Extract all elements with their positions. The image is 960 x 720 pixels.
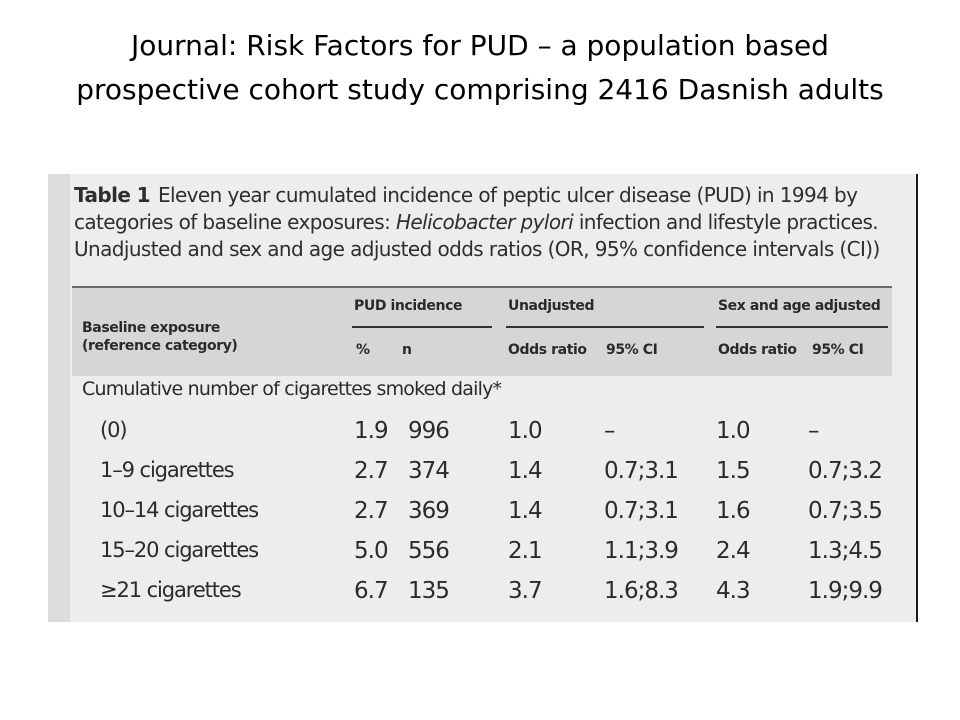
row-adj-or: 1.6 bbox=[716, 498, 751, 524]
row-adj-ci: 1.9;9.9 bbox=[808, 578, 883, 604]
table-caption-label: Table 1 bbox=[74, 183, 151, 207]
header-adj-odds-ratio: Odds ratio bbox=[718, 342, 797, 358]
section-cigarettes: Cumulative number of cigarettes smoked d… bbox=[82, 378, 502, 400]
row-adj-ci: 1.3;4.5 bbox=[808, 538, 883, 564]
table-row: 15–20 cigarettes 5.0 556 2.1 1.1;3.9 2.4… bbox=[48, 538, 916, 578]
header-adj-ci: 95% CI bbox=[812, 342, 864, 358]
row-unadj-or: 1.0 bbox=[508, 418, 543, 444]
header-pud-rule bbox=[352, 326, 492, 328]
header-baseline-line1: Baseline exposure bbox=[82, 320, 220, 336]
table-caption-text-1: Eleven year cumulated incidence of pepti… bbox=[74, 183, 858, 234]
row-unadj-ci: 0.7;3.1 bbox=[604, 498, 679, 524]
row-adj-or: 1.0 bbox=[716, 418, 751, 444]
row-unadj-ci: 0.7;3.1 bbox=[604, 458, 679, 484]
row-label: (0) bbox=[100, 418, 128, 442]
table-caption-italic: Helicobacter pylori bbox=[395, 210, 574, 234]
row-unadj-ci: 1.6;8.3 bbox=[604, 578, 679, 604]
header-pct: % bbox=[356, 342, 370, 358]
table-row: (0) 1.9 996 1.0 – 1.0 – bbox=[48, 418, 916, 458]
row-unadj-or: 2.1 bbox=[508, 538, 543, 564]
row-adj-or: 2.4 bbox=[716, 538, 751, 564]
row-unadj-or: 1.4 bbox=[508, 498, 543, 524]
row-pct: 6.7 bbox=[354, 578, 389, 604]
row-adj-or: 4.3 bbox=[716, 578, 751, 604]
row-label: 1–9 cigarettes bbox=[100, 458, 235, 482]
row-label: ≥21 cigarettes bbox=[100, 578, 242, 602]
row-n: 135 bbox=[408, 578, 450, 604]
header-unadjusted: Unadjusted bbox=[508, 298, 595, 314]
header-baseline-line2: (reference category) bbox=[82, 338, 238, 354]
row-n: 996 bbox=[408, 418, 450, 444]
row-n: 556 bbox=[408, 538, 450, 564]
header-pud-incidence: PUD incidence bbox=[354, 298, 463, 314]
table-row: 10–14 cigarettes 2.7 369 1.4 0.7;3.1 1.6… bbox=[48, 498, 916, 538]
row-label: 10–14 cigarettes bbox=[100, 498, 259, 522]
row-unadj-or: 3.7 bbox=[508, 578, 543, 604]
header-adjusted: Sex and age adjusted bbox=[718, 298, 881, 314]
row-unadj-ci: 1.1;3.9 bbox=[604, 538, 679, 564]
row-label: 15–20 cigarettes bbox=[100, 538, 259, 562]
table-caption-text-2: infection and lifestyle practices. Unadj… bbox=[74, 210, 880, 261]
row-unadj-or: 1.4 bbox=[508, 458, 543, 484]
row-adj-or: 1.5 bbox=[716, 458, 751, 484]
row-adj-ci: – bbox=[808, 418, 819, 444]
slide-title: Journal: Risk Factors for PUD – a popula… bbox=[76, 29, 884, 106]
table-row: 1–9 cigarettes 2.7 374 1.4 0.7;3.1 1.5 0… bbox=[48, 458, 916, 498]
header-unadj-odds-ratio: Odds ratio bbox=[508, 342, 587, 358]
row-pct: 2.7 bbox=[354, 458, 389, 484]
header-n: n bbox=[402, 342, 412, 358]
header-unadjusted-rule bbox=[506, 326, 704, 328]
row-n: 374 bbox=[408, 458, 450, 484]
row-adj-ci: 0.7;3.5 bbox=[808, 498, 883, 524]
header-adjusted-rule bbox=[716, 326, 888, 328]
row-pct: 5.0 bbox=[354, 538, 389, 564]
row-n: 369 bbox=[408, 498, 450, 524]
row-adj-ci: 0.7;3.2 bbox=[808, 458, 883, 484]
table-row: ≥21 cigarettes 6.7 135 3.7 1.6;8.3 4.3 1… bbox=[48, 578, 916, 618]
scan-left-margin bbox=[48, 174, 70, 622]
row-pct: 1.9 bbox=[354, 418, 389, 444]
table-header: Baseline exposure (reference category) P… bbox=[72, 286, 892, 376]
scanned-table-image: Table 1 Eleven year cumulated incidence o… bbox=[48, 174, 918, 622]
table-caption: Table 1 Eleven year cumulated incidence o… bbox=[74, 182, 914, 263]
row-pct: 2.7 bbox=[354, 498, 389, 524]
row-unadj-ci: – bbox=[604, 418, 615, 444]
header-unadj-ci: 95% CI bbox=[606, 342, 658, 358]
